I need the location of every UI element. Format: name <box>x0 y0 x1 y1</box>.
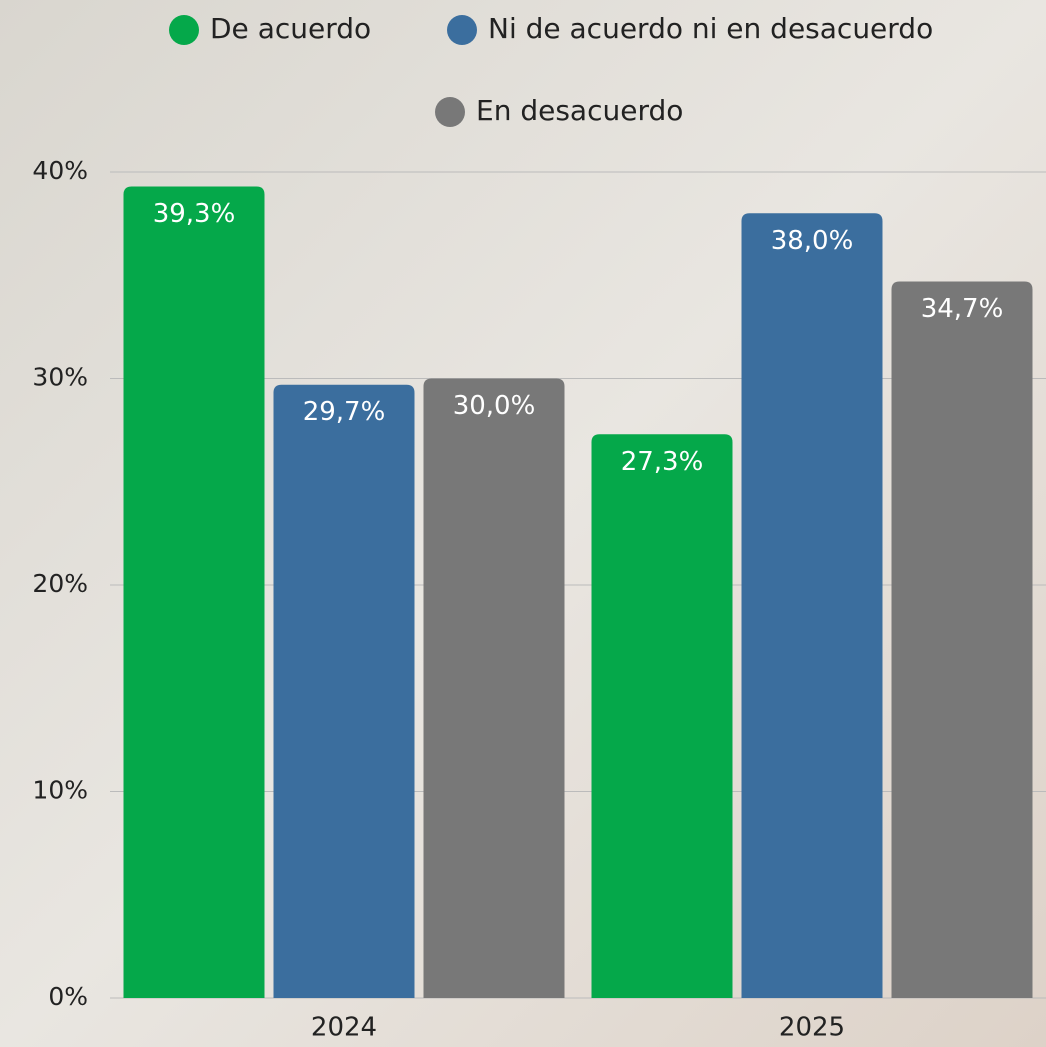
value-label: 34,7% <box>921 294 1004 324</box>
legend-marker <box>435 97 465 127</box>
value-label: 27,3% <box>621 447 704 477</box>
bar <box>592 434 733 998</box>
chart: 0% 10% 20% 30% 40% De acuerdo Ni de acuerdo ni… <box>0 0 1046 1047</box>
y-tick-label: 30% <box>32 363 88 392</box>
page: {"chart_data": { "type": "bar", "categor… <box>0 0 1046 1047</box>
legend-label: En desacuerdo <box>476 94 683 127</box>
y-tick-label: 20% <box>32 569 88 598</box>
y-tick-label: 10% <box>32 776 88 805</box>
legend-marker <box>447 15 477 45</box>
value-label: 30,0% <box>453 391 536 421</box>
y-tick-label: 0% <box>48 982 88 1011</box>
value-label: 38,0% <box>771 226 854 256</box>
legend-marker <box>169 15 199 45</box>
x-tick-label: 2025 <box>779 1013 845 1043</box>
x-tick-label: 2024 <box>311 1013 377 1043</box>
value-label: 39,3% <box>153 199 236 229</box>
bar <box>124 186 265 998</box>
bar <box>892 281 1033 998</box>
y-tick-label: 40% <box>32 156 88 185</box>
legend-label: De acuerdo <box>210 12 371 45</box>
bar <box>424 379 565 999</box>
bar <box>274 385 415 998</box>
value-label: 29,7% <box>303 397 386 427</box>
legend-label: Ni de acuerdo ni en desacuerdo <box>488 12 933 45</box>
bar <box>742 213 883 998</box>
